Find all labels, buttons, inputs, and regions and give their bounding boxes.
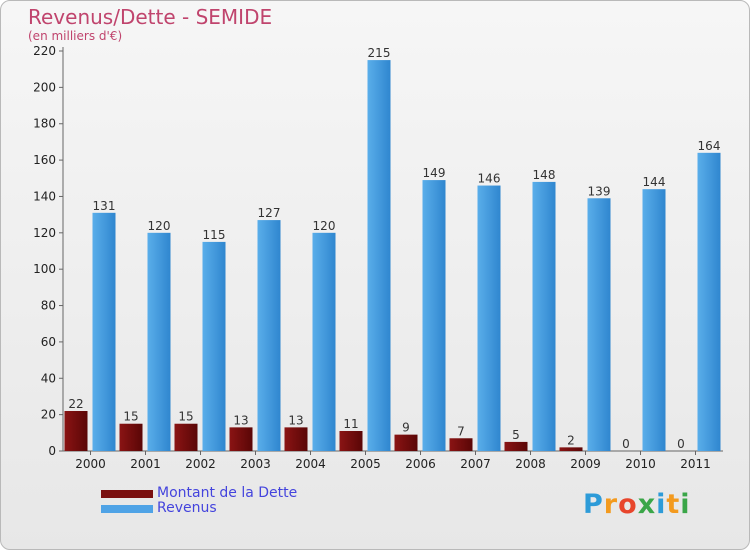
- y-tick-label: 20: [41, 408, 56, 422]
- value-label-revenus: 148: [533, 168, 556, 182]
- legend-swatch-revenus: [101, 505, 153, 513]
- y-tick-label: 80: [41, 299, 56, 313]
- value-label-revenus: 139: [588, 184, 611, 198]
- x-tick-label: 2004: [295, 457, 326, 471]
- bar-revenus: [92, 212, 116, 451]
- value-label-revenus: 149: [423, 166, 446, 180]
- y-tick-label: 160: [33, 153, 56, 167]
- bar-revenus: [697, 152, 721, 451]
- x-tick-label: 2010: [625, 457, 656, 471]
- logo-letter: x: [637, 489, 657, 520]
- y-tick-label: 60: [41, 335, 56, 349]
- bar-revenus: [422, 180, 446, 451]
- bar-dette: [449, 438, 473, 451]
- value-label-revenus: 215: [368, 46, 391, 60]
- x-tick-label: 2008: [515, 457, 546, 471]
- value-label-revenus: 131: [93, 199, 116, 213]
- value-label-dette: 15: [123, 410, 138, 424]
- bar-revenus: [312, 232, 336, 451]
- value-label-revenus: 127: [258, 206, 281, 220]
- value-label-dette: 0: [677, 437, 685, 451]
- value-label-dette: 0: [622, 437, 630, 451]
- value-label-revenus: 120: [313, 219, 336, 233]
- y-tick-label: 100: [33, 262, 56, 276]
- bar-dette: [559, 447, 583, 451]
- value-label-revenus: 144: [643, 175, 666, 189]
- value-label-revenus: 146: [478, 172, 501, 186]
- bar-revenus: [642, 189, 666, 451]
- logo-letter: i: [656, 489, 667, 520]
- value-label-dette: 22: [68, 397, 83, 411]
- value-label-dette: 13: [233, 413, 248, 427]
- y-tick-label: 200: [33, 80, 56, 94]
- x-tick-label: 2002: [185, 457, 216, 471]
- bar-dette: [174, 423, 198, 451]
- bar-revenus: [367, 60, 391, 451]
- y-tick-label: 180: [33, 117, 56, 131]
- value-label-revenus: 120: [148, 219, 171, 233]
- chart-title: Revenus/Dette - SEMIDE: [28, 5, 273, 29]
- bar-dette: [229, 427, 253, 451]
- value-label-revenus: 164: [698, 139, 721, 153]
- bar-revenus: [147, 232, 171, 451]
- legend-swatch-dette: [101, 490, 153, 498]
- logo-letter: i: [680, 489, 691, 520]
- bar-revenus: [202, 241, 226, 451]
- value-label-revenus: 115: [203, 228, 226, 242]
- y-tick-label: 220: [33, 44, 56, 58]
- legend-label-dette: Montant de la Dette: [157, 485, 298, 501]
- y-tick-label: 140: [33, 189, 56, 203]
- x-tick-label: 2007: [460, 457, 491, 471]
- bar-revenus: [532, 181, 556, 451]
- legend-label-revenus: Revenus: [157, 500, 217, 516]
- logo-letter: t: [666, 489, 681, 520]
- value-label-dette: 15: [178, 410, 193, 424]
- bar-dette: [394, 434, 418, 451]
- bar-dette: [504, 441, 528, 451]
- proxiti-logo: Proxiti: [583, 489, 691, 520]
- logo-letter: P: [583, 489, 604, 520]
- x-tick-label: 2000: [75, 457, 106, 471]
- y-tick-label: 120: [33, 226, 56, 240]
- logo-letter: r: [603, 489, 619, 520]
- x-tick-label: 2009: [570, 457, 601, 471]
- bar-dette: [119, 423, 143, 451]
- bar-revenus: [587, 198, 611, 451]
- bar-revenus: [257, 220, 281, 451]
- value-label-dette: 7: [457, 424, 465, 438]
- value-label-dette: 13: [288, 413, 303, 427]
- chart-subtitle: (en milliers d'€): [28, 29, 123, 43]
- bar-dette: [284, 427, 308, 451]
- value-label-dette: 5: [512, 428, 520, 442]
- value-label-dette: 9: [402, 421, 410, 435]
- x-tick-label: 2011: [680, 457, 711, 471]
- x-tick-label: 2005: [350, 457, 381, 471]
- value-label-dette: 2: [567, 433, 575, 447]
- y-tick-label: 0: [48, 444, 56, 458]
- bar-revenus: [477, 185, 501, 451]
- x-tick-label: 2001: [130, 457, 161, 471]
- x-tick-label: 2003: [240, 457, 271, 471]
- value-label-dette: 11: [343, 417, 358, 431]
- x-tick-label: 2006: [405, 457, 436, 471]
- logo-letter: o: [618, 489, 638, 520]
- bar-dette: [339, 431, 363, 451]
- y-tick-label: 40: [41, 371, 56, 385]
- bar-dette: [64, 411, 88, 451]
